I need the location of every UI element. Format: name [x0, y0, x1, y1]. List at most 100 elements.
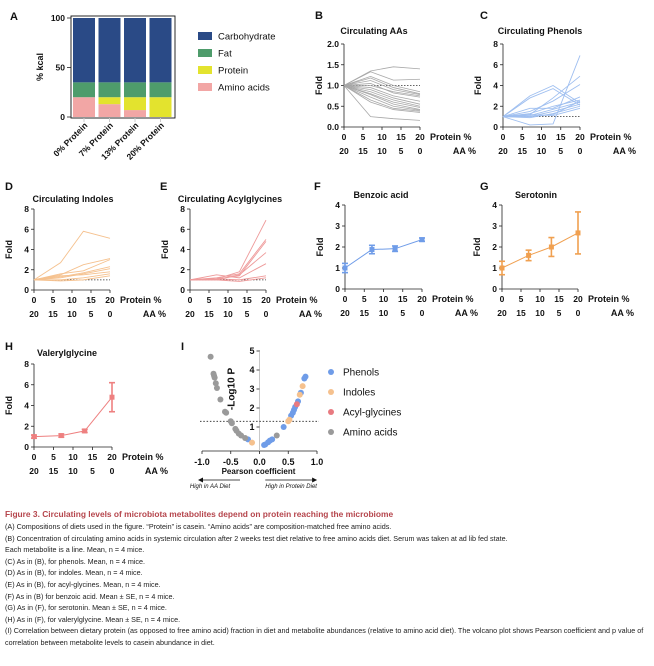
- data-point-phenols: [302, 373, 309, 380]
- legend-label: Acyl-glycines: [343, 408, 401, 419]
- series-line: [189, 241, 267, 281]
- series-line: [33, 271, 111, 281]
- x-tick-label-protein: 15: [86, 295, 96, 305]
- x-axis-label-protein: Protein %: [120, 295, 162, 305]
- data-point: [82, 428, 88, 434]
- x-tick-label-protein: 5: [51, 295, 56, 305]
- chart-title: Circulating AAs: [340, 26, 407, 36]
- caption-line: (G) As in (F), for serotonin. Mean ± SE,…: [5, 603, 167, 613]
- series-line: [343, 85, 421, 112]
- series-line: [343, 80, 421, 96]
- x-tick-label-protein: 15: [88, 452, 98, 462]
- chart-title: Benzoic acid: [353, 190, 408, 200]
- annotation-aa-diet: High in AA Diet: [190, 484, 231, 490]
- x-tick-label-aa: 15: [358, 146, 368, 156]
- bar-segment-carbohydrate: [149, 18, 172, 83]
- data-point: [58, 433, 64, 439]
- y-tick-label: 3: [335, 221, 340, 231]
- x-axis-label-protein: Protein %: [432, 294, 474, 304]
- legend-swatch: [198, 66, 212, 74]
- series-line: [502, 88, 581, 117]
- bar-segment-amino-acids: [98, 104, 121, 117]
- y-axis-label: Fold: [4, 240, 14, 259]
- y-tick-label: 4: [492, 200, 497, 210]
- x-axis-label-protein: Protein %: [590, 132, 632, 142]
- legend-label: Amino acids: [343, 428, 397, 439]
- chart-title: Circulating Phenols: [498, 26, 583, 36]
- legend-label: Indoles: [343, 388, 375, 399]
- x-tick-label-aa: 5: [90, 466, 95, 476]
- data-point-amino-acids: [211, 374, 218, 381]
- series-line: [502, 107, 581, 118]
- y-tick-label: 6: [180, 224, 185, 234]
- chart-title: Circulating Acylglycines: [178, 194, 282, 204]
- data-point: [526, 252, 532, 258]
- series-line: [502, 101, 581, 118]
- x-tick-label-aa: 15: [48, 309, 58, 319]
- x-tick-label-aa: 20: [340, 308, 350, 318]
- y-axis-label: -Log10 P: [227, 368, 238, 411]
- x-tick-label-protein: 20: [261, 295, 271, 305]
- y-tick-label: 3: [249, 384, 254, 394]
- series-line: [33, 268, 111, 281]
- y-tick-label: 8: [180, 204, 185, 214]
- data-point-phenols: [280, 424, 287, 430]
- chart-title: Valerylglycine: [37, 348, 97, 358]
- panel-f: Benzoic acid 0 1 2 3 4 Fold 0 20 5 15 10 10 15 5 20 0 Pro…: [315, 190, 478, 318]
- data-point: [419, 237, 425, 243]
- x-tick-label-protein: 0: [32, 295, 37, 305]
- y-tick-label: 50: [56, 63, 66, 73]
- series-line: [502, 84, 581, 118]
- x-tick-label-aa: 20: [185, 309, 195, 319]
- x-tick-label-aa: 10: [68, 466, 78, 476]
- data-point-indoles: [249, 439, 256, 446]
- x-axis-label: Pearson coefficient: [222, 467, 296, 476]
- x-tick-label-aa: 0: [578, 146, 583, 156]
- annotation-protein-diet: High in Protein Diet: [265, 484, 317, 490]
- panel-e: Circulating Acylglycines 0 2 4 6 8 Fold 0 20 5 15 1…: [160, 194, 322, 319]
- legend-marker: [328, 429, 334, 435]
- data-point-amino-acids: [207, 353, 214, 360]
- x-tick-label-protein: 15: [242, 295, 252, 305]
- x-tick-label: -0.5: [223, 457, 239, 467]
- x-tick-label-protein: 20: [417, 294, 427, 304]
- y-tick-label: 0.0: [327, 122, 339, 132]
- x-tick-label-aa: 0: [110, 466, 115, 476]
- bar-segment-fat: [149, 82, 172, 98]
- y-axis-label: Fold: [160, 240, 170, 259]
- y-tick-label: 0: [493, 122, 498, 132]
- x-tick-label-protein: 0: [343, 294, 348, 304]
- y-tick-label: 6: [493, 60, 498, 70]
- caption-line: (H) As in (F), for valerylglycine. Mean …: [5, 614, 181, 624]
- bar-segment-amino-acids: [73, 97, 95, 117]
- x-tick-label-aa: 15: [360, 308, 370, 318]
- y-tick-label: 1: [335, 263, 340, 273]
- y-tick-label: 2: [180, 265, 185, 275]
- y-tick-label: 2: [335, 242, 340, 252]
- x-axis-label-protein: Protein %: [276, 295, 318, 305]
- y-tick-label: 0: [180, 285, 185, 295]
- chart-title: Circulating Indoles: [32, 194, 113, 204]
- x-tick-label-aa: 5: [89, 309, 94, 319]
- panel-h: Valerylglycine02468Fold0205151010155200P…: [4, 348, 168, 476]
- legend-swatch: [198, 32, 212, 40]
- bar-segment-carbohydrate: [124, 18, 146, 83]
- series-line: [502, 84, 581, 117]
- data-point: [575, 230, 581, 236]
- series-line: [33, 258, 111, 281]
- series-line: [343, 75, 421, 93]
- y-tick-label: 4: [335, 200, 340, 210]
- panel-letter-e: E: [160, 181, 168, 193]
- series-line: [189, 239, 267, 281]
- series-line: [34, 273, 111, 281]
- x-tick-label-aa: 10: [379, 308, 389, 318]
- chart-title: Serotonin: [515, 190, 557, 200]
- y-axis-label: Fold: [473, 76, 483, 95]
- y-tick-label: 4: [249, 365, 254, 375]
- data-point: [31, 434, 37, 440]
- panel-letter-c: C: [480, 10, 488, 22]
- y-tick-label: 1.5: [327, 60, 339, 70]
- y-tick-label: 1: [492, 263, 497, 273]
- caption-line: (F) As in (B) for benzoic acid. Mean ± S…: [5, 591, 175, 601]
- panel-letter-a: A: [10, 11, 18, 23]
